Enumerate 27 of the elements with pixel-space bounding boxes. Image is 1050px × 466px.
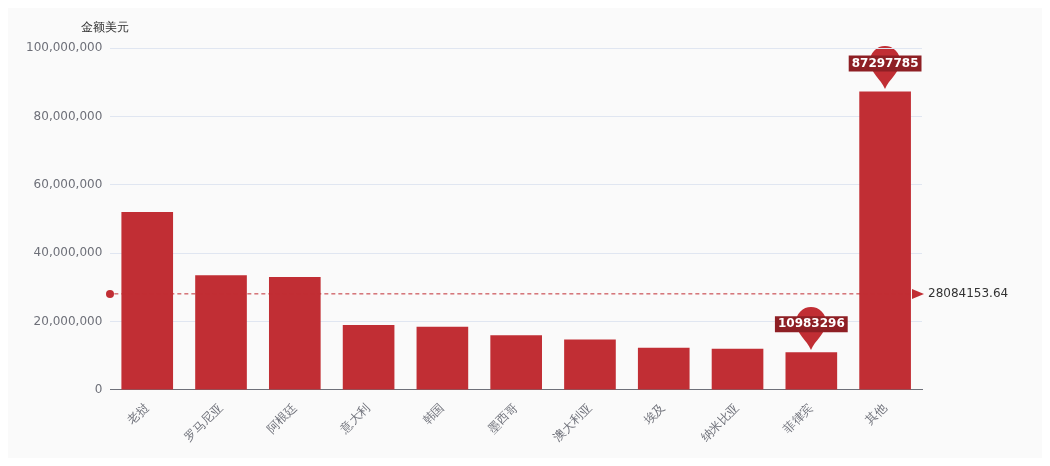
x-tick-label: 罗马尼亚 xyxy=(181,400,226,445)
data-label: 87297785 xyxy=(851,55,919,70)
x-tick-label: 其他 xyxy=(862,400,890,428)
bar xyxy=(711,348,764,390)
y-tick-label: 20,000,000 xyxy=(33,313,103,328)
x-tick-label: 阿根廷 xyxy=(263,400,300,436)
x-tick-label: 墨西哥 xyxy=(485,400,521,436)
x-tick-label: 意大利 xyxy=(336,400,373,437)
x-tick-label: 菲律宾 xyxy=(780,400,816,436)
ref-line-label: 28084153.64 xyxy=(928,285,1009,300)
bar xyxy=(490,335,542,390)
bar xyxy=(637,347,690,390)
x-tick-label: 老挝 xyxy=(124,400,152,428)
x-tick-label: 韩国 xyxy=(419,400,447,428)
y-tick-label: 0 xyxy=(94,382,103,396)
y-tick-label: 60,000,000 xyxy=(33,176,103,191)
y-axis-title: 金额美元 xyxy=(81,20,130,35)
data-label: 10983296 xyxy=(777,316,845,331)
bar xyxy=(564,339,616,390)
y-tick-label: 40,000,000 xyxy=(33,245,103,260)
bar xyxy=(416,326,469,390)
y-tick-label: 80,000,000 xyxy=(33,108,103,123)
x-tick-label: 澳大利亚 xyxy=(550,400,595,445)
x-tick-label: 纳米比亚 xyxy=(698,400,742,445)
x-tick-label: 埃及 xyxy=(640,400,669,428)
y-tick-label: 100,000,000 xyxy=(26,40,103,55)
bar xyxy=(342,324,395,390)
